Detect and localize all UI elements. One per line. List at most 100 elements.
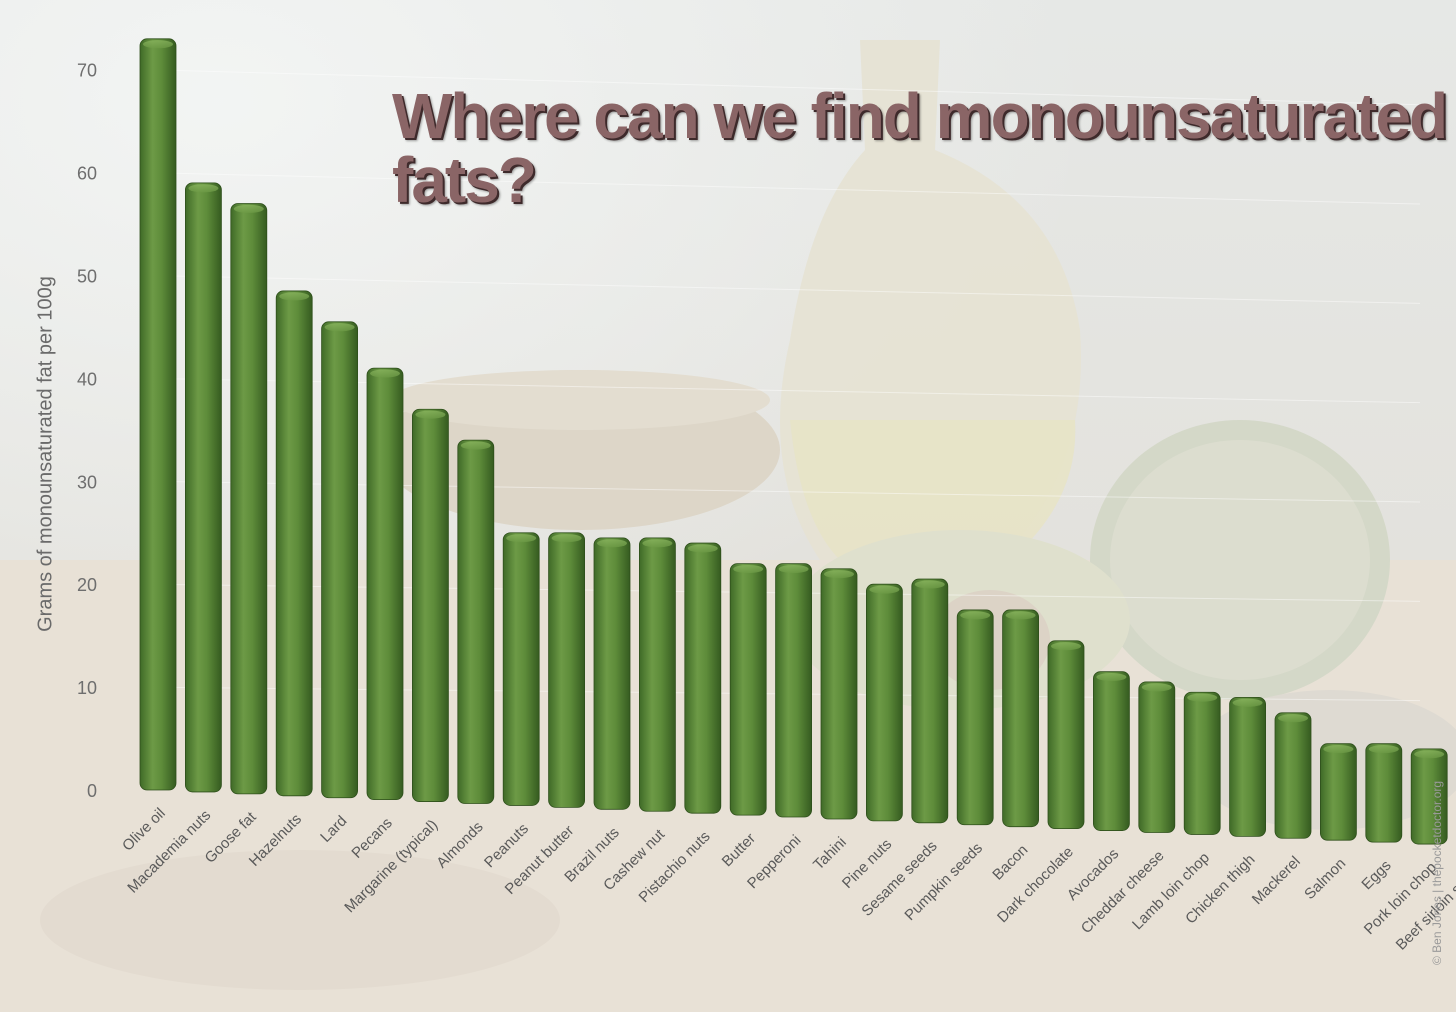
bar (1002, 609, 1039, 828)
bar-cap (869, 585, 900, 594)
y-tick-label: 10 (77, 678, 97, 698)
bar-cap (233, 204, 264, 213)
bar-body (866, 583, 903, 822)
bar-cap (1051, 642, 1081, 651)
credit-text: © Ben Jones | thepocketdoctor.org (1430, 780, 1444, 966)
bar (866, 583, 903, 822)
y-tick-label: 50 (77, 267, 97, 287)
bar (139, 38, 177, 791)
bar (411, 408, 449, 802)
bar (184, 182, 222, 793)
bar (775, 563, 812, 818)
grid-line (149, 377, 1421, 404)
bar (729, 563, 767, 816)
bar-cap (687, 544, 718, 553)
y-tick-label: 20 (77, 575, 97, 595)
grid-line (149, 275, 1421, 304)
bar-cap (324, 323, 355, 332)
bar (593, 537, 631, 810)
bar-cap (1323, 745, 1354, 754)
y-tick-label: 30 (77, 472, 97, 492)
bar-cap (1005, 611, 1036, 620)
bar (548, 532, 585, 808)
bar-body (275, 290, 313, 797)
bar-body (593, 537, 631, 810)
bar-body (139, 38, 177, 791)
bar-cap (824, 570, 854, 579)
bar (820, 568, 858, 820)
y-tick-label: 40 (77, 369, 97, 389)
y-axis: 0 10 20 30 40 50 60 70 (77, 61, 97, 801)
bar-body (1093, 671, 1130, 831)
bar (457, 439, 495, 804)
bar-cap (914, 580, 945, 589)
x-tick-label: Lard (317, 813, 350, 846)
bar-cap (551, 534, 582, 543)
bar-body (184, 182, 222, 793)
chart-title: Where can we find monounsaturated fats? (392, 80, 1448, 216)
bar-cap (778, 564, 809, 574)
x-tick-label: Pecans (348, 814, 395, 861)
bar-body (820, 568, 858, 820)
bar (1047, 640, 1085, 830)
bar-cap (415, 410, 446, 419)
bar-body (1410, 748, 1448, 845)
bar-cap (733, 564, 764, 574)
x-tick-label: Mackerel (1249, 853, 1304, 908)
bar (684, 542, 722, 814)
bar-body (1138, 681, 1176, 833)
bars (139, 38, 1448, 845)
bar-body (1002, 609, 1039, 828)
bar (911, 578, 949, 824)
bar-cap (960, 611, 991, 620)
bar (639, 537, 676, 812)
bar-cap (597, 539, 627, 548)
bar-cap (1368, 745, 1399, 754)
y-tick-label: 70 (77, 61, 97, 81)
grid-line (149, 172, 1421, 205)
bar (1365, 743, 1403, 843)
bar (502, 532, 540, 806)
bar-body (457, 439, 495, 804)
bar-cap (642, 539, 673, 548)
bar-cap (460, 441, 491, 450)
bar-cap (279, 292, 310, 301)
bar-body (366, 367, 404, 801)
x-tick-label: Cheddar cheese (1078, 847, 1168, 937)
bar-cap (143, 40, 173, 49)
bar-cap (1278, 714, 1308, 723)
bar-body (548, 532, 585, 808)
bar-body (639, 537, 676, 812)
bar (230, 203, 268, 795)
bar-cap (1232, 698, 1263, 707)
bar-body (1274, 712, 1312, 839)
bar (366, 367, 404, 801)
bar-body (684, 542, 722, 814)
bar-body (911, 578, 949, 824)
y-tick-label: 0 (87, 781, 97, 801)
x-tick-label: Almonds (433, 818, 486, 871)
y-axis-label: Grams of monounsaturated fat per 100g (34, 276, 57, 632)
bar (1093, 671, 1130, 831)
bar-body (321, 321, 359, 799)
bar-body (775, 563, 812, 818)
bar-body (1229, 696, 1266, 837)
grid-line (149, 480, 1421, 503)
bar-cap (1414, 750, 1445, 759)
x-tick-label: Margarine (typical) (341, 816, 441, 916)
bar (1410, 748, 1448, 845)
bar-body (230, 203, 268, 795)
bar (1274, 712, 1312, 839)
x-tick-label: Macademia nuts (124, 807, 214, 897)
x-tick-label: Butter (719, 830, 759, 870)
bar (321, 321, 359, 799)
x-tick-label: Bacon (989, 841, 1031, 883)
bar-cap (506, 534, 537, 543)
x-tick-label: Salmon (1301, 855, 1349, 903)
bar-body (1320, 743, 1357, 841)
bar-body (729, 563, 767, 816)
bar (1229, 696, 1266, 837)
grid-line (149, 69, 1421, 106)
